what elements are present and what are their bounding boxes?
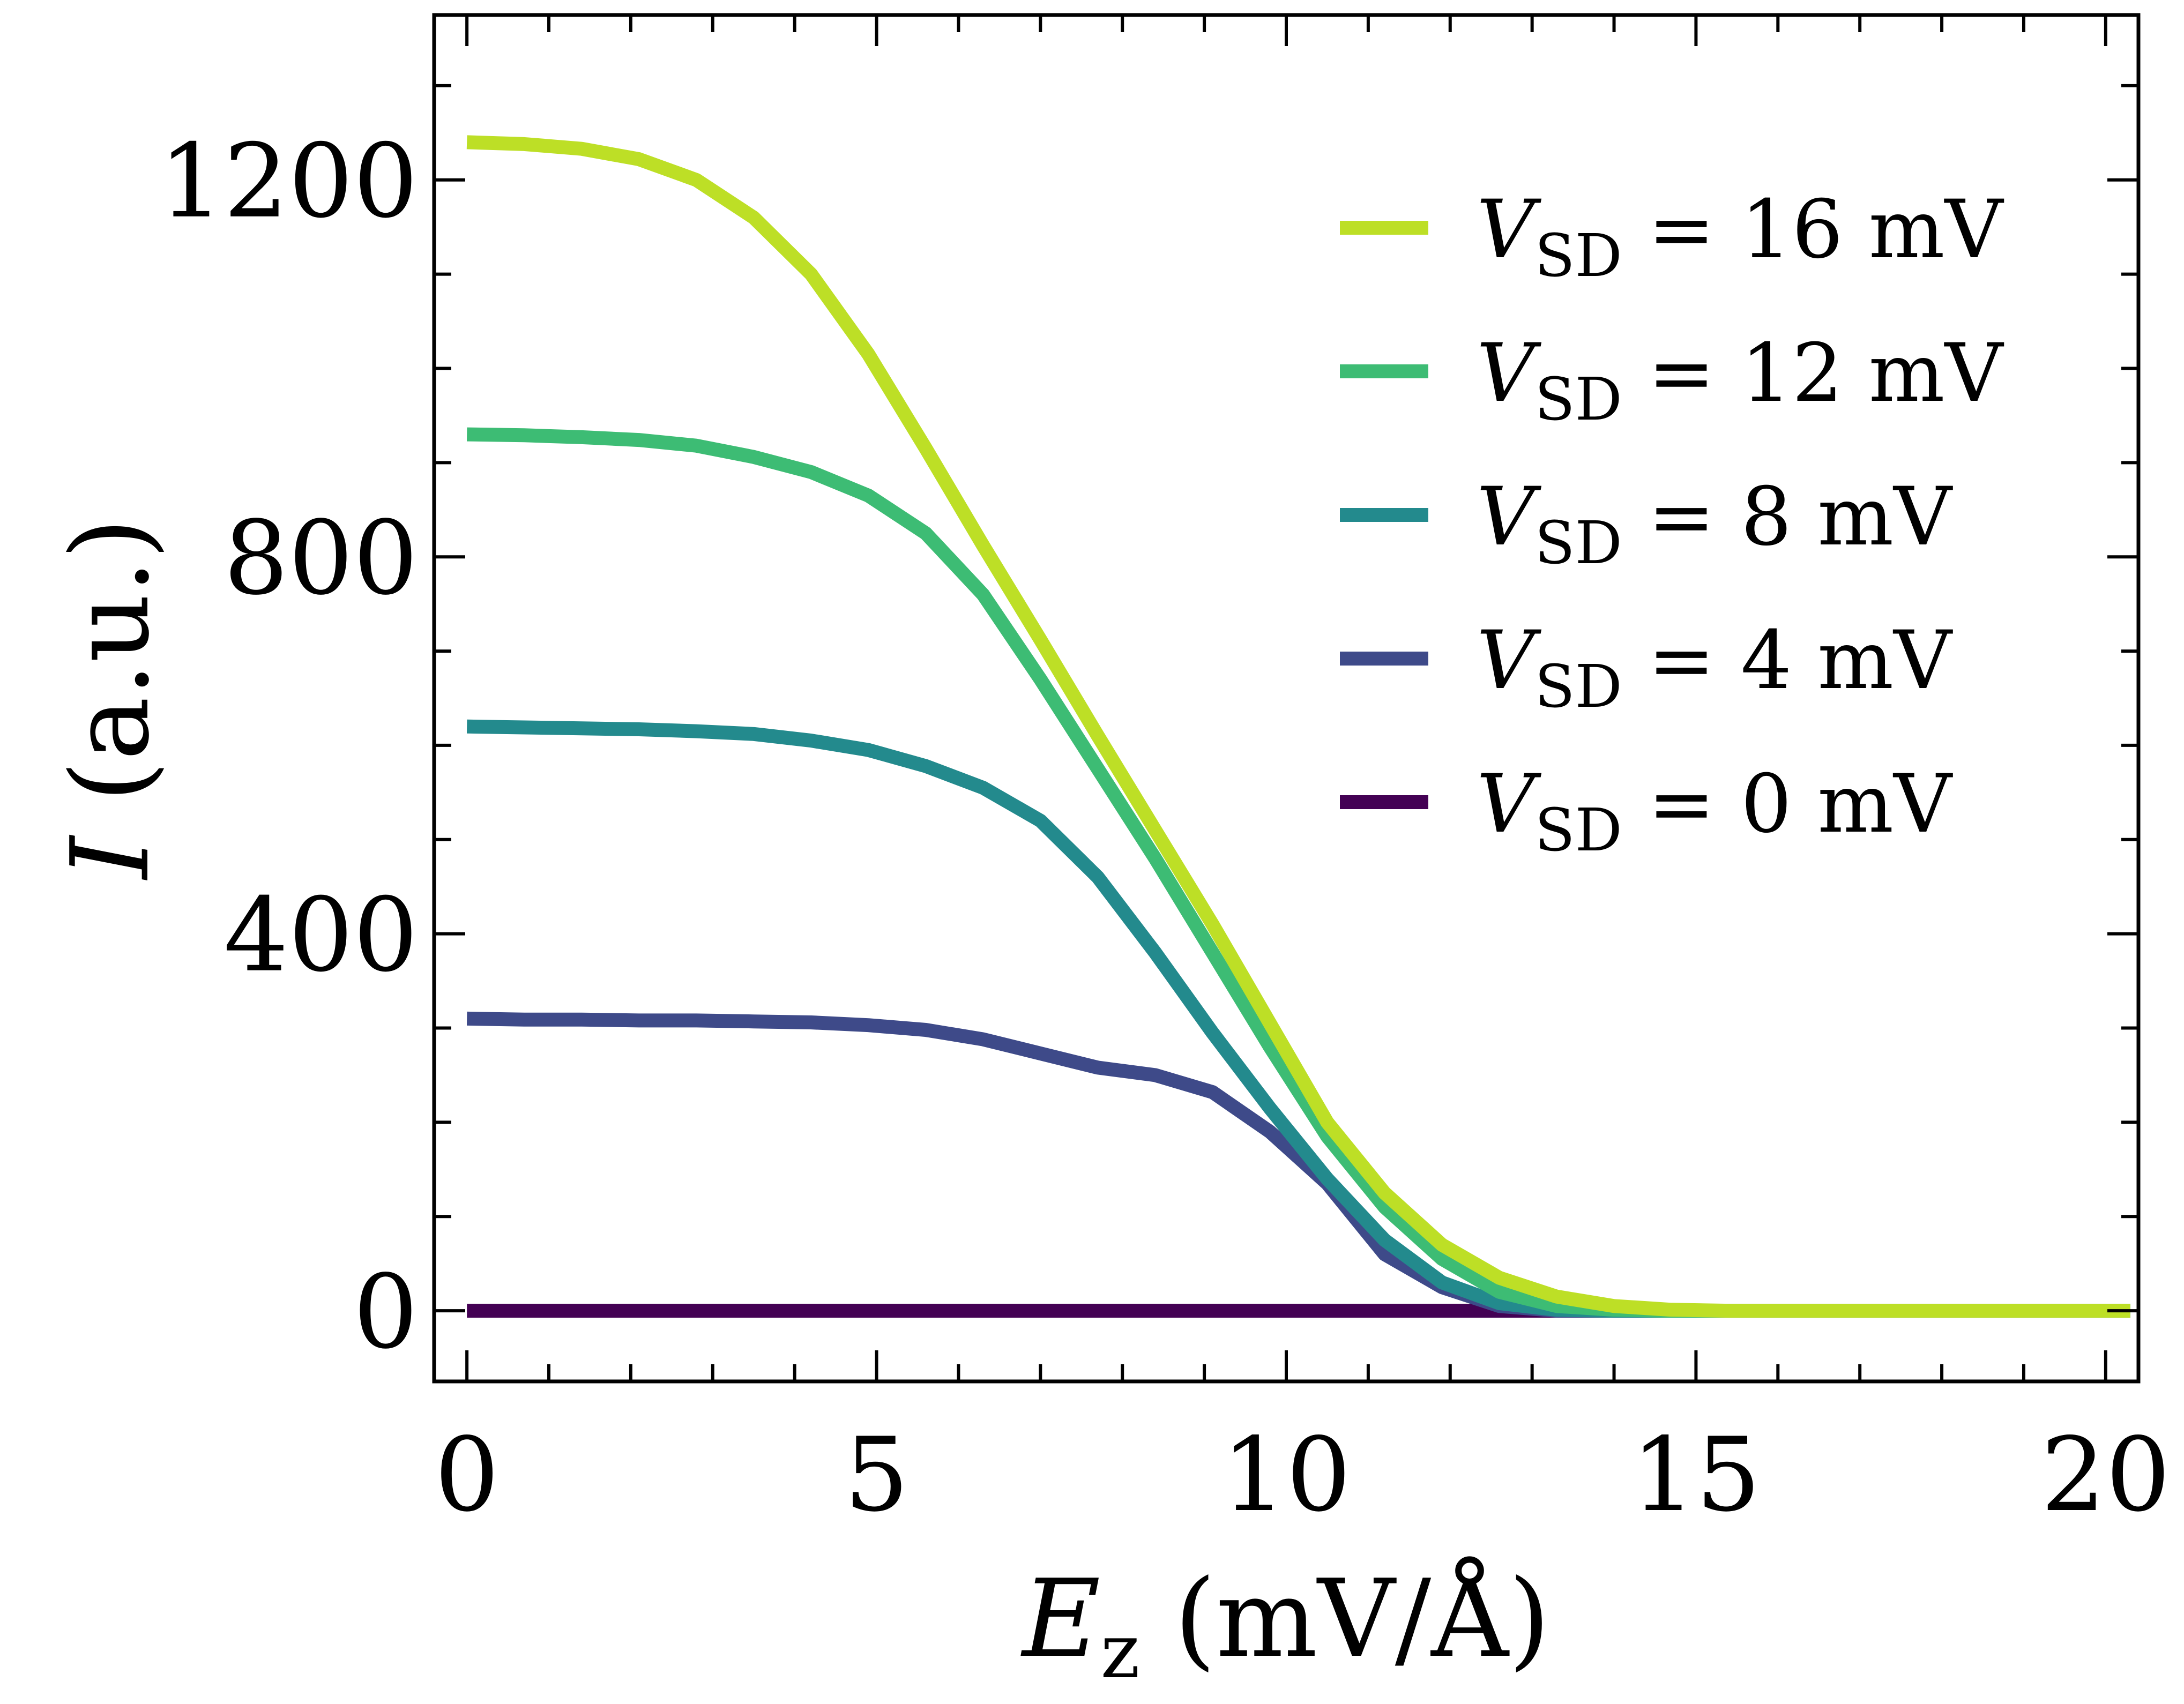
legend-subscript: SD <box>1534 365 1622 434</box>
legend-value: = 4 mV <box>1622 614 1953 707</box>
x-axis-title: Ez (mV/Å) <box>1020 1556 1550 1695</box>
legend-value: = 12 mV <box>1622 327 2004 420</box>
series-line-16-mV <box>466 135 2130 1318</box>
series-line-12-mV <box>466 427 2130 1318</box>
y-axis-unit: (a.u.) <box>48 518 173 836</box>
y-tick-label: 0 <box>353 1253 418 1371</box>
legend-label: VSD = 16 mV <box>1477 183 2004 290</box>
series-layer <box>466 135 2130 1318</box>
legend-label: VSD = 12 mV <box>1477 327 2004 434</box>
x-axis-symbol: E <box>1020 1557 1100 1681</box>
legend-symbol: V <box>1477 183 1542 276</box>
legend-subscript: SD <box>1534 796 1622 864</box>
y-tick-label: 800 <box>223 499 418 617</box>
x-axis-subscript: z <box>1100 1608 1140 1695</box>
legend-value: = 16 mV <box>1622 183 2004 276</box>
y-axis-title: I (a.u.) <box>48 518 173 881</box>
y-tick-label: 1200 <box>159 122 418 241</box>
y-axis-symbol: I <box>48 834 173 881</box>
legend-symbol: V <box>1477 758 1542 851</box>
x-tick-label: 5 <box>844 1416 909 1534</box>
x-tick-label: 0 <box>435 1416 500 1534</box>
legend-label: VSD = 4 mV <box>1477 614 1953 721</box>
legend-symbol: V <box>1477 614 1542 707</box>
legend-subscript: SD <box>1534 221 1622 290</box>
legend-subscript: SD <box>1534 509 1622 577</box>
axes-layer: 0 5 10 15 20 0 400 800 1200 Ez (mV/Å) I (a.u.) <box>48 13 2171 1695</box>
legend-value: = 8 mV <box>1622 470 1953 564</box>
legend-symbol: V <box>1477 327 1542 420</box>
x-axis-unit: (mV/Å) <box>1140 1556 1551 1681</box>
legend-value: = 0 mV <box>1622 758 1953 851</box>
legend-symbol: V <box>1477 470 1542 564</box>
x-tick-label: 20 <box>2041 1416 2171 1534</box>
legend-label: VSD = 8 mV <box>1477 470 1953 577</box>
y-tick-label: 400 <box>223 876 418 995</box>
x-tick-label: 15 <box>1631 1416 1761 1534</box>
legend-label: VSD = 0 mV <box>1477 758 1953 864</box>
x-tick-label: 10 <box>1221 1416 1351 1534</box>
legend-subscript: SD <box>1534 652 1622 721</box>
